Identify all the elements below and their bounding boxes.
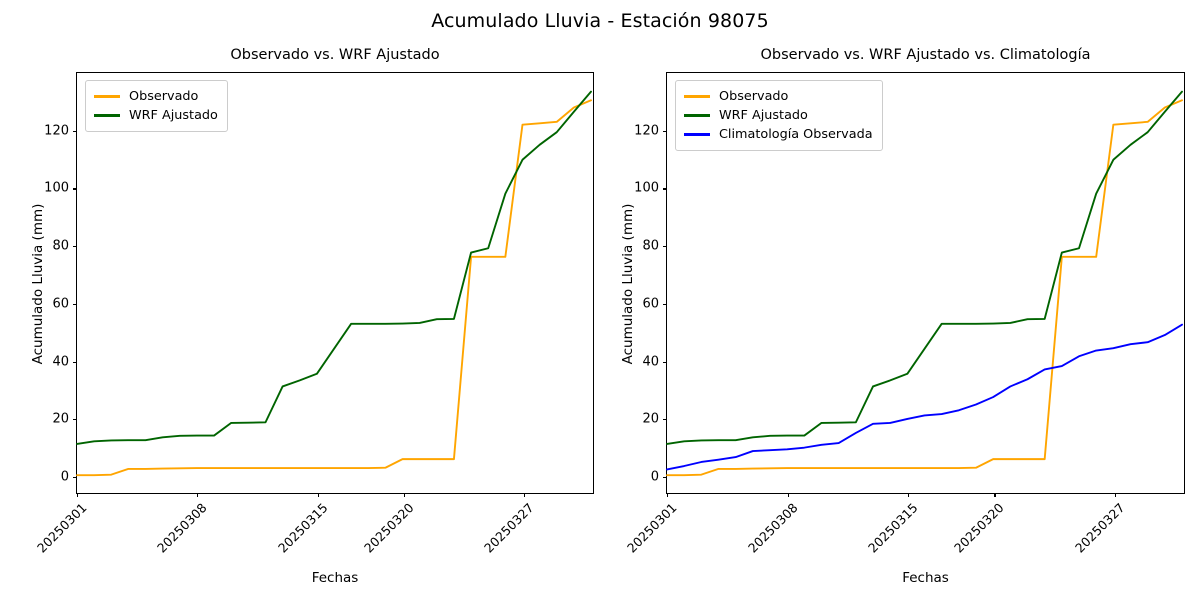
- y-axis-tick-label: 0: [650, 469, 659, 485]
- legend-entry[interactable]: Climatología Observada: [684, 125, 873, 144]
- x-axis-tick-mark: [197, 493, 199, 497]
- y-axis-tick-mark: [73, 188, 77, 190]
- left-chart-axes: Observado vs. WRF Ajustado 0 20 40 60 80 100 1…: [34, 47, 594, 556]
- left-chart-legend: Observado WRF Ajustado: [85, 80, 228, 132]
- x-axis-tick-mark: [994, 493, 996, 497]
- legend-entry[interactable]: Observado: [684, 87, 873, 106]
- x-axis-tick-mark: [787, 493, 789, 497]
- y-axis-tick-mark: [663, 303, 667, 306]
- x-axis-tick-label: 20250327: [1072, 500, 1128, 556]
- y-axis-tick-mark: [663, 361, 667, 363]
- legend-entry-label: WRF Ajustado: [719, 108, 808, 123]
- y-axis-tick-label: 40: [52, 354, 69, 370]
- legend-color-swatch: [684, 133, 710, 136]
- series-line-wrf-ajustado: [666, 90, 1183, 445]
- y-axis-tick-label: 0: [60, 469, 69, 485]
- y-axis-tick-label: 120: [634, 123, 659, 139]
- left-chart-title: Observado vs. WRF Ajustado: [230, 47, 440, 63]
- x-axis-tick-mark: [317, 493, 319, 497]
- y-axis-tick-mark: [73, 130, 77, 132]
- legend-entry[interactable]: WRF Ajustado: [94, 106, 218, 125]
- y-axis-tick-label: 80: [52, 238, 69, 254]
- y-axis-tick-mark: [73, 303, 77, 306]
- x-axis-tick-label: 20250315: [865, 500, 921, 556]
- legend-color-swatch: [684, 114, 710, 117]
- y-axis-tick-mark: [73, 246, 77, 248]
- x-axis-tick-mark: [1115, 493, 1117, 497]
- x-axis-tick-label: 20250327: [481, 500, 537, 556]
- x-axis-tick-mark: [403, 493, 405, 497]
- x-axis-tick-label: 20250320: [360, 500, 417, 556]
- legend-entry-label: Observado: [129, 89, 199, 104]
- y-axis-tick-label: 100: [634, 180, 659, 196]
- y-axis-tick-label: 20: [52, 411, 69, 427]
- y-axis-tick-mark: [73, 477, 77, 479]
- series-line-observado: [76, 99, 592, 477]
- y-axis-tick-label: 100: [44, 180, 69, 196]
- y-axis-tick-label: 80: [642, 238, 659, 254]
- left-y-axis-label: Acumulado Lluvia (mm): [30, 203, 46, 365]
- x-axis-tick-label: 20250301: [34, 500, 90, 556]
- y-axis-tick-label: 60: [642, 296, 659, 312]
- series-line-observado: [666, 99, 1183, 477]
- x-axis-tick-mark: [667, 493, 669, 497]
- y-axis-tick-label: 60: [52, 296, 69, 312]
- y-axis-tick-mark: [73, 419, 77, 421]
- y-axis-tick-label: 20: [642, 411, 659, 427]
- right-x-axis-label: Fechas: [902, 570, 949, 586]
- y-axis-tick-mark: [73, 361, 77, 363]
- y-axis-tick-mark: [663, 419, 667, 421]
- x-axis-tick-label: 20250301: [624, 500, 680, 556]
- right-y-axis-label: Acumulado Lluvia (mm): [620, 203, 636, 365]
- x-axis-tick-label: 20250308: [744, 500, 801, 556]
- y-axis-tick-label: 120: [44, 123, 69, 139]
- x-axis-tick-mark: [908, 493, 910, 497]
- legend-color-swatch: [94, 114, 120, 117]
- left-chart-plot-area: [76, 90, 592, 477]
- x-axis-tick-label: 20250308: [154, 500, 210, 556]
- right-chart-title: Observado vs. WRF Ajustado vs. Climatolo…: [760, 47, 1091, 63]
- right-chart-plot-area: [666, 90, 1183, 477]
- left-x-axis-label: Fechas: [311, 570, 359, 586]
- x-axis-tick-mark: [524, 493, 526, 497]
- legend-entry-label: WRF Ajustado: [129, 108, 218, 123]
- y-axis-tick-mark: [663, 130, 667, 132]
- x-axis-tick-label: 20250320: [951, 500, 1008, 556]
- series-line-climatolog-a-observada: [666, 323, 1183, 471]
- y-axis-tick-mark: [663, 477, 667, 479]
- legend-entry-label: Observado: [719, 89, 789, 104]
- right-chart-axes: Observado vs. WRF Ajustado vs. Climatolo…: [624, 47, 1185, 556]
- series-line-wrf-ajustado: [76, 90, 592, 445]
- legend-color-swatch: [94, 95, 120, 98]
- legend-entry[interactable]: WRF Ajustado: [684, 106, 873, 125]
- y-axis-tick-label: 40: [642, 354, 659, 370]
- legend-color-swatch: [684, 95, 710, 98]
- legend-entry-label: Climatología Observada: [719, 127, 873, 142]
- legend-entry[interactable]: Observado: [94, 87, 218, 106]
- right-chart-legend: Observado WRF Ajustado Climatología Observ…: [675, 80, 883, 151]
- y-axis-tick-mark: [663, 188, 667, 190]
- x-axis-tick-mark: [77, 493, 79, 497]
- x-axis-tick-label: 20250315: [274, 500, 331, 556]
- figure-suptitle: Acumulado Lluvia - Estación 98075: [431, 10, 769, 32]
- y-axis-tick-mark: [663, 246, 667, 248]
